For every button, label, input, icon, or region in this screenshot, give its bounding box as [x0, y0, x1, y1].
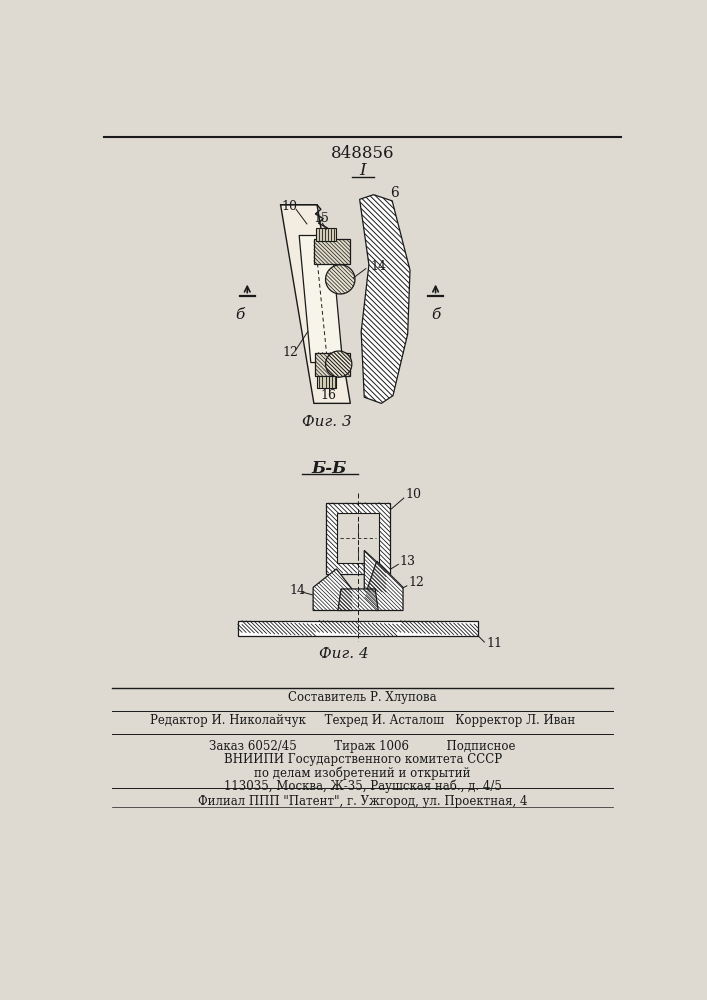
PathPatch shape — [327, 503, 390, 574]
Text: б: б — [235, 308, 245, 322]
Text: Б-Б: Б-Б — [311, 460, 346, 477]
Text: б: б — [431, 308, 440, 322]
Text: 11: 11 — [486, 637, 502, 650]
Text: 14: 14 — [290, 584, 306, 597]
PathPatch shape — [238, 620, 478, 636]
PathPatch shape — [313, 569, 352, 610]
Text: Редактор И. Николайчук     Техред И. Асталош   Корректор Л. Иван: Редактор И. Николайчук Техред И. Асталош… — [150, 714, 575, 727]
Text: 15: 15 — [314, 212, 329, 225]
Polygon shape — [299, 235, 343, 363]
Text: 6: 6 — [390, 186, 399, 200]
Text: 848856: 848856 — [331, 145, 395, 162]
Bar — [315, 353, 349, 376]
PathPatch shape — [325, 265, 355, 294]
Polygon shape — [316, 228, 337, 241]
Text: 12: 12 — [282, 346, 298, 359]
Text: Фиг. 3: Фиг. 3 — [302, 415, 352, 429]
PathPatch shape — [360, 195, 410, 403]
Text: 14: 14 — [370, 260, 387, 273]
Text: Составитель Р. Хлупова: Составитель Р. Хлупова — [288, 691, 437, 704]
Text: 16: 16 — [321, 389, 337, 402]
Text: 12: 12 — [409, 576, 424, 589]
Text: I: I — [359, 162, 366, 179]
Text: по делам изобретений и открытий: по делам изобретений и открытий — [255, 766, 471, 780]
Text: Фиг. 4: Фиг. 4 — [320, 647, 369, 661]
Text: Филиал ППП "Патент", г. Ужгород, ул. Проектная, 4: Филиал ППП "Патент", г. Ужгород, ул. Про… — [198, 795, 527, 808]
Bar — [314, 239, 351, 264]
Polygon shape — [317, 376, 337, 388]
PathPatch shape — [364, 561, 403, 610]
Text: ВНИИПИ Государственного комитета СССР: ВНИИПИ Государственного комитета СССР — [223, 753, 502, 766]
PathPatch shape — [364, 550, 386, 592]
Text: 113035, Москва, Ж-35, Раушская наб., д. 4/5: 113035, Москва, Ж-35, Раушская наб., д. … — [224, 779, 502, 793]
Text: 10: 10 — [282, 200, 298, 213]
PathPatch shape — [338, 589, 378, 610]
PathPatch shape — [325, 351, 352, 377]
Text: 10: 10 — [405, 488, 421, 501]
Text: 13: 13 — [400, 555, 416, 568]
Bar — [337, 513, 379, 563]
Text: Заказ 6052/45          Тираж 1006          Подписное: Заказ 6052/45 Тираж 1006 Подписное — [209, 740, 516, 753]
Text: 6: 6 — [383, 595, 391, 608]
Polygon shape — [281, 205, 351, 403]
